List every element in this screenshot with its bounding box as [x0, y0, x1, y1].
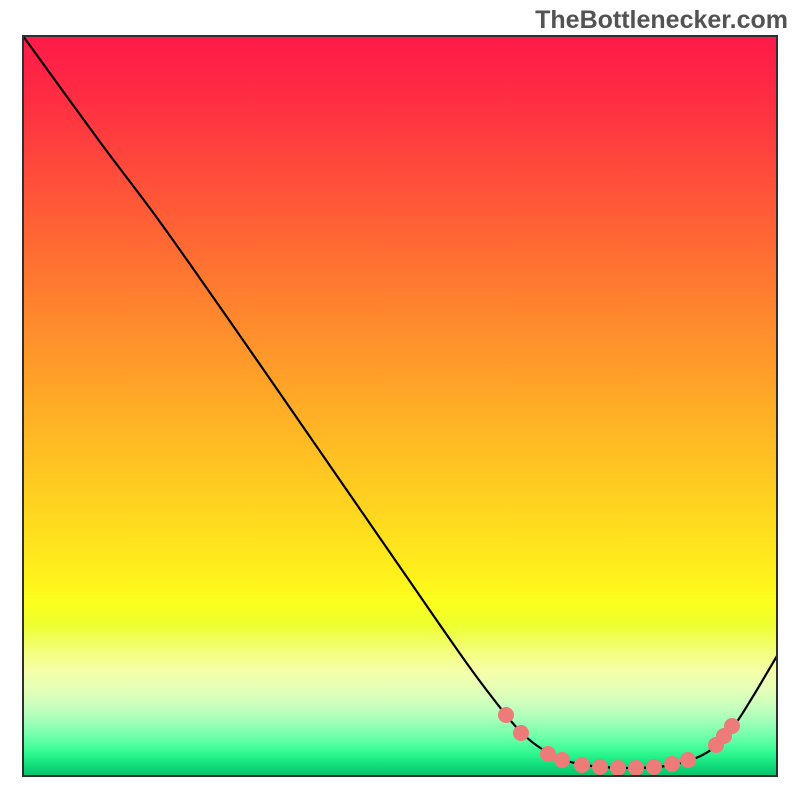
curve-marker: [610, 760, 626, 776]
curve-marker: [554, 752, 570, 768]
curve-marker: [628, 760, 644, 776]
curve-marker: [540, 746, 556, 762]
plot-background: [23, 36, 777, 776]
curve-marker: [646, 759, 662, 775]
curve-marker: [680, 752, 696, 768]
curve-marker: [513, 725, 529, 741]
curve-marker: [724, 718, 740, 734]
chart-svg: [0, 0, 800, 800]
curve-marker: [664, 756, 680, 772]
curve-marker: [574, 757, 590, 773]
curve-marker: [592, 759, 608, 775]
chart-container: { "watermark": { "text": "TheBottlenecke…: [0, 0, 800, 800]
watermark-text: TheBottlenecker.com: [535, 6, 788, 35]
curve-marker: [498, 707, 514, 723]
